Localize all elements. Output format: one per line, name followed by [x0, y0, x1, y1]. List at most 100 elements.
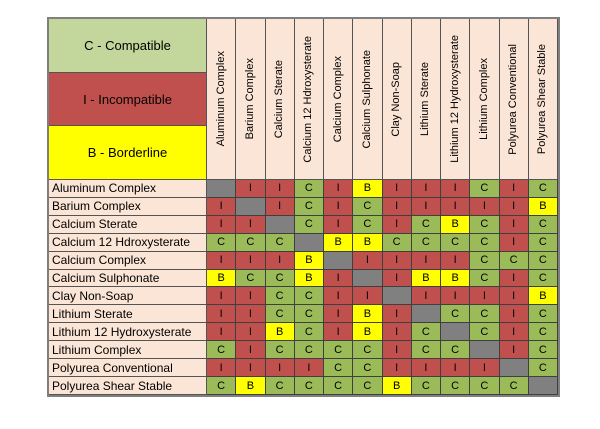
column-header: Clay Non-Soap — [382, 19, 412, 180]
matrix-cell: B — [236, 377, 266, 395]
row-header: Calcium Sterate — [49, 215, 207, 234]
matrix-cell: I — [499, 197, 529, 216]
matrix-cell: C — [294, 180, 324, 198]
column-header-label: Lithium 12 Hydroxysterate — [448, 35, 461, 163]
matrix-cell: C — [441, 233, 471, 252]
matrix-cell: C — [324, 341, 354, 360]
matrix-cell: B — [441, 215, 471, 234]
matrix-cell: I — [441, 180, 471, 198]
matrix-cell: I — [411, 180, 441, 198]
matrix-cell: I — [207, 287, 237, 306]
matrix-cell: C — [470, 377, 500, 395]
column-header-label: Barium Complex — [243, 58, 256, 140]
matrix-cell: I — [411, 251, 441, 270]
matrix-cell-self — [207, 180, 237, 198]
matrix-cell: I — [265, 251, 295, 270]
matrix-cell: C — [470, 215, 500, 234]
legend: C - Compatible I - Incompatible B - Bord… — [49, 19, 207, 181]
matrix-cell: I — [382, 251, 412, 270]
row-header: Calcium Sulphonate — [49, 269, 207, 288]
matrix-cell: I — [236, 287, 266, 306]
matrix-cell: C — [470, 269, 500, 288]
matrix-cell: B — [528, 197, 558, 216]
matrix-cell: B — [353, 180, 383, 198]
matrix-cell: C — [324, 359, 354, 378]
column-header-label: Calcium Sulphonate — [360, 49, 373, 149]
matrix-cell: C — [411, 215, 441, 234]
matrix-cell: C — [353, 215, 383, 234]
matrix-cell: I — [411, 287, 441, 306]
matrix-cell: B — [382, 377, 412, 395]
matrix-cell: I — [207, 215, 237, 234]
matrix-cell: C — [236, 233, 266, 252]
legend-label-borderline: B - Borderline — [87, 145, 168, 161]
matrix-cell: I — [236, 323, 266, 342]
matrix-cell: C — [324, 377, 354, 395]
matrix-cell: C — [353, 377, 383, 395]
matrix-cell: I — [499, 287, 529, 306]
matrix-cell: I — [207, 197, 237, 216]
matrix-cell: I — [411, 359, 441, 378]
matrix-cell: I — [382, 180, 412, 198]
row-header: Clay Non-Soap — [49, 287, 207, 306]
matrix-cell: B — [294, 251, 324, 270]
column-header-label: Polyurea Conventional — [507, 43, 520, 155]
matrix-cell: I — [441, 287, 471, 306]
matrix-cell: C — [470, 251, 500, 270]
matrix-cell: B — [441, 269, 471, 288]
matrix-cell: C — [528, 323, 558, 342]
matrix-cell: C — [528, 305, 558, 324]
matrix-cell: I — [499, 305, 529, 324]
matrix-cell: C — [382, 233, 412, 252]
matrix-cell: C — [353, 197, 383, 216]
matrix-cell: C — [207, 233, 237, 252]
column-header: Aluminum Complex — [207, 19, 237, 180]
matrix-cell-self — [265, 215, 295, 234]
matrix-cell: I — [207, 305, 237, 324]
matrix-cell: I — [236, 305, 266, 324]
matrix-cell: C — [441, 341, 471, 360]
column-header: Barium Complex — [236, 19, 266, 180]
row-header: Calcium Complex — [49, 251, 207, 270]
matrix-cell: I — [324, 287, 354, 306]
column-header-label: Lithium Sterate — [419, 62, 432, 136]
matrix-cell: I — [324, 180, 354, 198]
matrix-cell: C — [528, 359, 558, 378]
matrix-cell: C — [353, 359, 383, 378]
matrix-cell: C — [499, 251, 529, 270]
matrix-cell-self — [470, 341, 500, 360]
column-header-label: Calcium Sterate — [273, 59, 286, 139]
matrix-cell: I — [499, 269, 529, 288]
row-header: Calcium 12 Hdroxysterate — [49, 233, 207, 252]
matrix-cell: C — [294, 323, 324, 342]
matrix-cell: B — [411, 269, 441, 288]
matrix-cell: I — [499, 323, 529, 342]
matrix-cell: I — [353, 251, 383, 270]
matrix-cell: I — [382, 341, 412, 360]
column-header: Polyurea Conventional — [499, 19, 529, 180]
column-header-label: Lithium Complex — [477, 58, 490, 140]
matrix-cell: C — [265, 287, 295, 306]
matrix-cell: C — [441, 305, 471, 324]
matrix-cell-self — [528, 377, 558, 395]
column-header-label: Clay Non-Soap — [390, 61, 403, 137]
matrix-cell: I — [499, 180, 529, 198]
legend-item-borderline: B - Borderline — [49, 126, 206, 181]
matrix-cell: C — [528, 215, 558, 234]
matrix-cell: I — [499, 215, 529, 234]
row-header: Lithium 12 Hydroxysterate — [49, 323, 207, 342]
matrix-cell: I — [470, 287, 500, 306]
matrix-cell: B — [353, 305, 383, 324]
matrix-cell: C — [528, 233, 558, 252]
matrix-cell: C — [294, 215, 324, 234]
row-header: Polyurea Shear Stable — [49, 377, 207, 395]
matrix-cell: I — [382, 359, 412, 378]
matrix-cell: C — [265, 305, 295, 324]
matrix-cell: I — [441, 359, 471, 378]
matrix-cell: C — [470, 180, 500, 198]
column-header-label: Polyurea Shear Stable — [536, 43, 549, 155]
matrix-cell: C — [441, 377, 471, 395]
matrix-cell: I — [324, 305, 354, 324]
matrix-cell: I — [236, 215, 266, 234]
matrix-cell: C — [470, 305, 500, 324]
